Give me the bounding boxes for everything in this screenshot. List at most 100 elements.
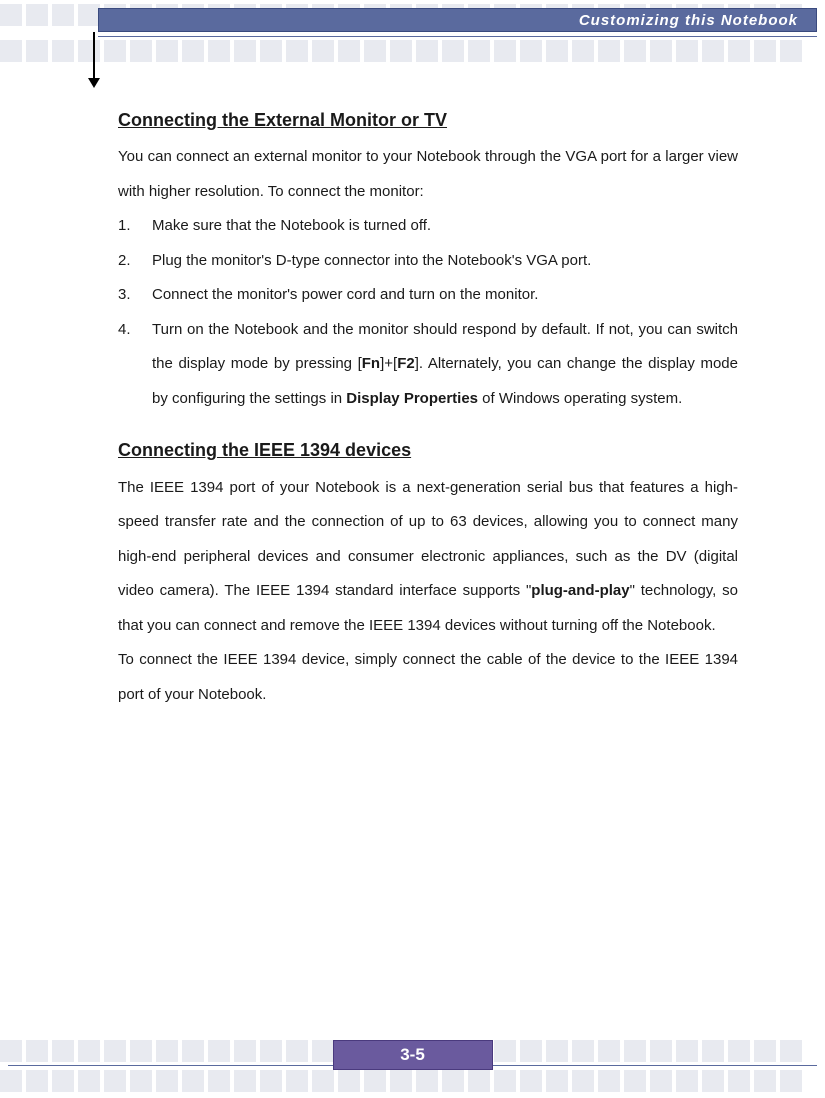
- deco-square: [546, 1070, 568, 1092]
- deco-square: [416, 1070, 438, 1092]
- deco-square: [468, 1070, 490, 1092]
- deco-square: [650, 40, 672, 62]
- deco-square: [702, 1040, 724, 1062]
- deco-square: [442, 40, 464, 62]
- deco-square: [0, 40, 22, 62]
- deco-square: [78, 1070, 100, 1092]
- list-item: 4. Turn on the Notebook and the monitor …: [118, 313, 738, 417]
- display-properties: Display Properties: [346, 390, 478, 407]
- deco-square: [598, 1070, 620, 1092]
- deco-square: [52, 1070, 74, 1092]
- text-fragment: of Windows operating system.: [478, 390, 682, 407]
- deco-square: [702, 1070, 724, 1092]
- section2-p2: To connect the IEEE 1394 device, simply …: [118, 643, 738, 712]
- deco-square: [494, 40, 516, 62]
- arrow-line: [93, 32, 95, 80]
- deco-square: [728, 1040, 750, 1062]
- deco-square: [52, 40, 74, 62]
- deco-square: [156, 1040, 178, 1062]
- deco-square: [260, 1040, 282, 1062]
- deco-square: [286, 40, 308, 62]
- step-number: 2.: [118, 244, 152, 279]
- page-number-badge: 3-5: [333, 1040, 493, 1070]
- deco-square: [26, 40, 48, 62]
- list-item: 2. Plug the monitor's D-type connector i…: [118, 244, 738, 279]
- deco-square: [286, 1070, 308, 1092]
- arrow-head-icon: [88, 78, 100, 88]
- plug-and-play: plug-and-play: [531, 582, 629, 599]
- deco-square: [494, 1040, 516, 1062]
- deco-square: [676, 1040, 698, 1062]
- deco-square: [520, 1070, 542, 1092]
- deco-square: [234, 1070, 256, 1092]
- deco-square: [754, 40, 776, 62]
- page-number: 3-5: [400, 1045, 425, 1065]
- deco-square: [650, 1070, 672, 1092]
- deco-square: [52, 4, 74, 26]
- deco-square: [182, 1040, 204, 1062]
- step-number: 1.: [118, 209, 152, 244]
- deco-square: [676, 40, 698, 62]
- list-item: 1. Make sure that the Notebook is turned…: [118, 209, 738, 244]
- deco-square: [676, 1070, 698, 1092]
- section1-intro: You can connect an external monitor to y…: [118, 140, 738, 209]
- deco-square: [130, 40, 152, 62]
- page-content: Connecting the External Monitor or TV Yo…: [118, 96, 738, 712]
- deco-square: [26, 1040, 48, 1062]
- deco-square: [520, 1040, 542, 1062]
- deco-square: [364, 40, 386, 62]
- deco-square: [572, 1070, 594, 1092]
- deco-square: [104, 1040, 126, 1062]
- key-f2: F2: [397, 355, 415, 372]
- deco-square: [234, 40, 256, 62]
- deco-square: [182, 1070, 204, 1092]
- deco-square: [338, 40, 360, 62]
- step-number: 4.: [118, 313, 152, 417]
- deco-square: [338, 1070, 360, 1092]
- deco-square: [364, 1070, 386, 1092]
- deco-square: [572, 1040, 594, 1062]
- deco-square: [546, 40, 568, 62]
- text-fragment: ]+[: [380, 355, 397, 372]
- deco-square: [442, 1070, 464, 1092]
- deco-square: [208, 40, 230, 62]
- deco-square: [0, 1070, 22, 1092]
- list-item: 3. Connect the monitor's power cord and …: [118, 278, 738, 313]
- step-text: Make sure that the Notebook is turned of…: [152, 209, 738, 244]
- deco-square: [208, 1040, 230, 1062]
- deco-square: [624, 1070, 646, 1092]
- deco-square: [754, 1040, 776, 1062]
- section2-title: Connecting the IEEE 1394 devices: [118, 434, 738, 466]
- deco-square: [0, 1040, 22, 1062]
- deco-square: [390, 40, 412, 62]
- deco-square: [156, 40, 178, 62]
- deco-square: [312, 1040, 334, 1062]
- deco-row-bot-2: [0, 1070, 802, 1092]
- deco-square: [468, 40, 490, 62]
- deco-square: [780, 1040, 802, 1062]
- deco-square: [234, 1040, 256, 1062]
- deco-square: [416, 40, 438, 62]
- deco-square: [182, 40, 204, 62]
- key-fn: Fn: [362, 355, 380, 372]
- deco-square: [78, 40, 100, 62]
- deco-square: [650, 1040, 672, 1062]
- deco-square: [52, 1040, 74, 1062]
- deco-square: [754, 1070, 776, 1092]
- deco-square: [572, 40, 594, 62]
- deco-square: [0, 4, 22, 26]
- deco-square: [208, 1070, 230, 1092]
- section1-steps: 1. Make sure that the Notebook is turned…: [118, 209, 738, 416]
- deco-square: [78, 4, 100, 26]
- deco-square: [780, 40, 802, 62]
- step-number: 3.: [118, 278, 152, 313]
- deco-square: [156, 1070, 178, 1092]
- deco-square: [78, 1040, 100, 1062]
- deco-square: [312, 40, 334, 62]
- header-bar: Customizing this Notebook: [98, 8, 817, 32]
- deco-square: [728, 1070, 750, 1092]
- header-underline: [98, 36, 817, 37]
- deco-square: [702, 40, 724, 62]
- deco-square: [390, 1070, 412, 1092]
- step-text: Turn on the Notebook and the monitor sho…: [152, 313, 738, 417]
